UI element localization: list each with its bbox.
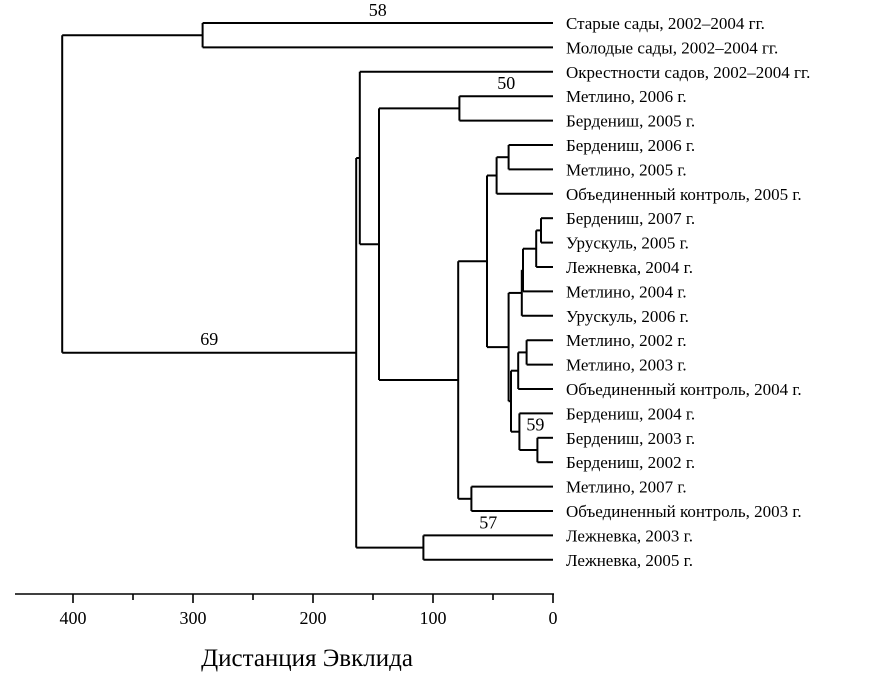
leaf-label: Метлино, 2007 г. (566, 478, 687, 497)
leaf-labels: Старые сады, 2002–2004 гг. Молодые сады, … (566, 14, 810, 570)
leaf-label: Объединенный контроль, 2003 г. (566, 502, 802, 521)
leaf-label: Лежневка, 2004 г. (566, 258, 693, 277)
leaf-label: Окрестности садов, 2002–2004 гг. (566, 63, 810, 82)
leaf-label: Объединенный контроль, 2004 г. (566, 380, 802, 399)
leaf-label: Старые сады, 2002–2004 гг. (566, 14, 765, 33)
leaf-label: Объединенный контроль, 2005 г. (566, 185, 802, 204)
node-label-T: 57 (479, 512, 497, 532)
leaf-label: Молодые сады, 2002–2004 гг. (566, 38, 778, 57)
leaf-label: Лежневка, 2003 г. (566, 526, 693, 545)
leaf-label: Урускуль, 2005 г. (566, 234, 689, 253)
x-tick-label: 300 (180, 608, 207, 628)
leaf-label: Метлино, 2002 г. (566, 331, 687, 350)
leaf-label: Бердениш, 2007 г. (566, 209, 695, 228)
leaf-label: Метлино, 2005 г. (566, 160, 687, 179)
leaf-label: Бердениш, 2005 г. (566, 112, 695, 131)
node-label-A: 58 (369, 0, 387, 20)
x-tick-label: 0 (549, 608, 558, 628)
x-tick-label: 400 (60, 608, 87, 628)
leaf-label: Лежневка, 2005 г. (566, 551, 693, 570)
x-axis: 400 300 200 100 0 (15, 593, 558, 628)
leaf-label: Бердениш, 2003 г. (566, 429, 695, 448)
leaf-label: Метлино, 2004 г. (566, 282, 687, 301)
x-axis-ticks: 400 300 200 100 0 (60, 594, 558, 628)
x-tick-label: 200 (300, 608, 327, 628)
node-label-V: 69 (200, 329, 218, 349)
dendrogram-branches (61, 22, 553, 561)
leaf-label: Бердениш, 2004 г. (566, 404, 695, 423)
leaf-label: Метлино, 2006 г. (566, 87, 687, 106)
x-tick-label: 100 (420, 608, 447, 628)
leaf-label: Бердениш, 2006 г. (566, 136, 695, 155)
node-label-L: 59 (526, 414, 544, 434)
leaf-label: Метлино, 2003 г. (566, 356, 687, 375)
node-label-B: 50 (497, 73, 515, 93)
node-labels: 58 50 59 57 69 (200, 0, 544, 532)
leaf-label: Урускуль, 2006 г. (566, 307, 689, 326)
leaf-label: Бердениш, 2002 г. (566, 453, 695, 472)
x-axis-title: Дистанция Эвклида (201, 645, 413, 672)
